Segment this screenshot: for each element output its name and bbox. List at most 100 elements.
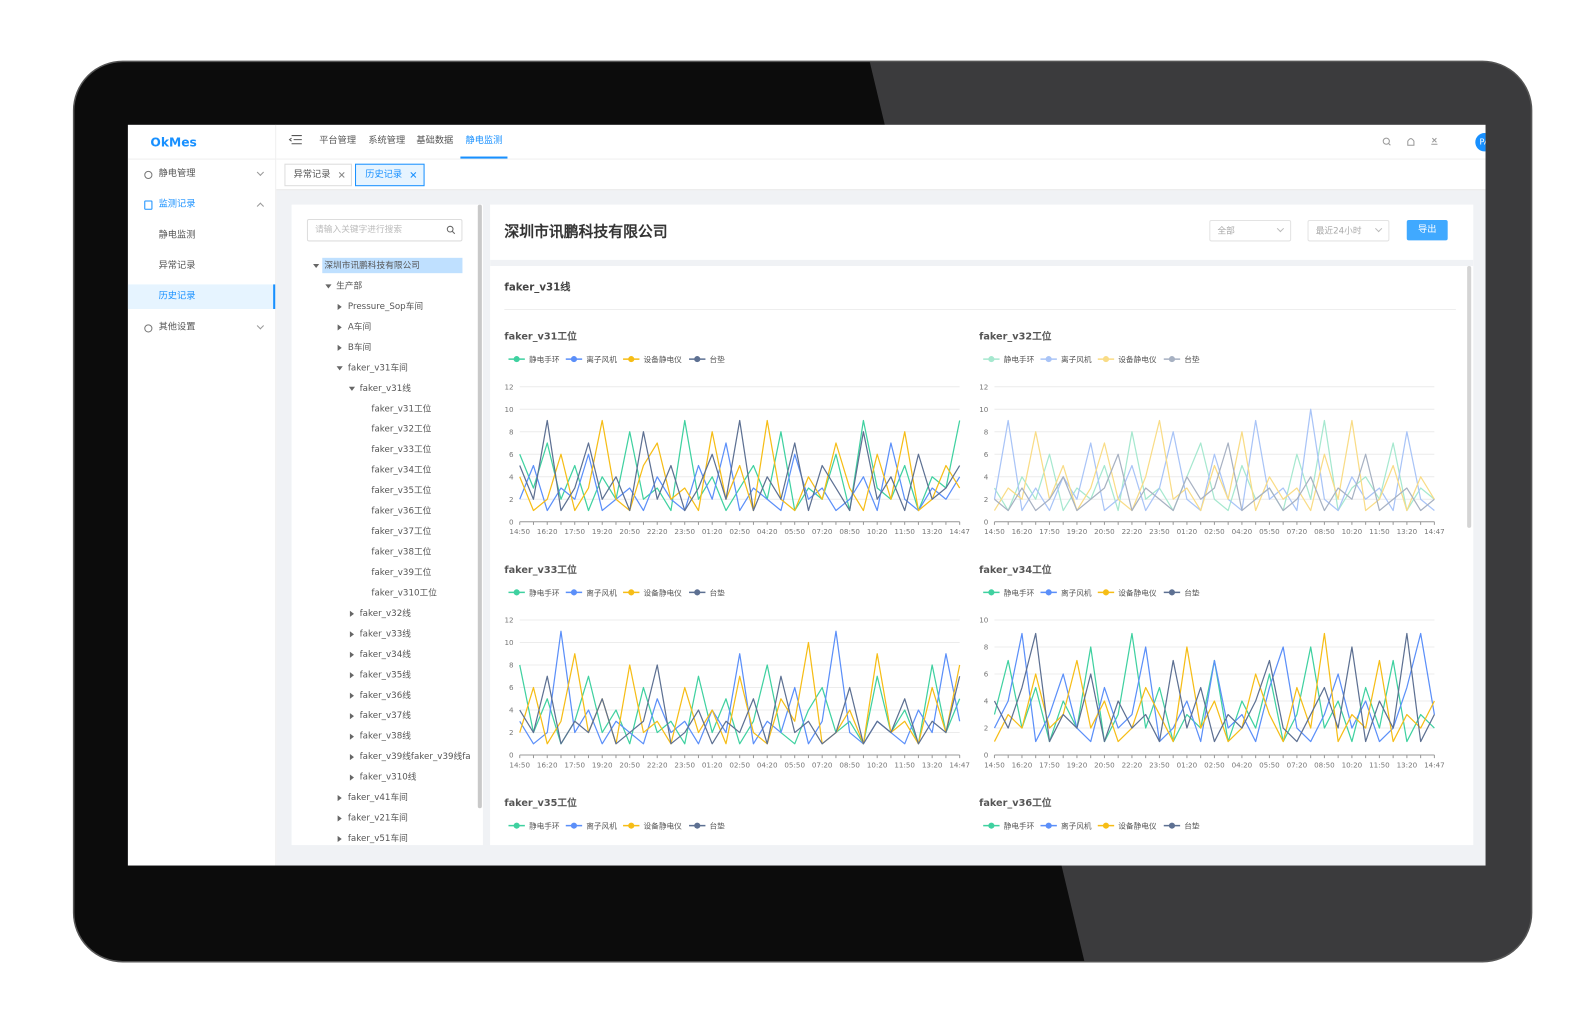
tree-node[interactable]: faker_v39线faker_v39线fak bbox=[359, 751, 471, 763]
y-tick-label: 2 bbox=[509, 495, 514, 504]
scrollbar bbox=[477, 204, 482, 809]
x-tick-label: 04:20 bbox=[757, 527, 778, 536]
tree-node[interactable]: faker_v36工位 bbox=[371, 506, 432, 517]
tree-toggle[interactable] bbox=[348, 386, 355, 391]
menu-item[interactable]: 静电管理 bbox=[158, 168, 196, 180]
nav-item[interactable]: 静电监测 bbox=[465, 136, 503, 147]
tree-toggle[interactable] bbox=[349, 610, 354, 617]
tree-toggle[interactable] bbox=[337, 794, 342, 802]
tree-toggle[interactable] bbox=[349, 774, 354, 781]
icon-line bbox=[288, 137, 292, 142]
placeholder: 请输入关键字进行搜索 bbox=[315, 225, 403, 236]
tree-node[interactable]: faker_v35工位 bbox=[371, 485, 432, 497]
x-tick-label: 10:20 bbox=[1342, 760, 1363, 769]
legend-symbol bbox=[570, 589, 578, 596]
tree-toggle[interactable] bbox=[324, 284, 331, 289]
tab[interactable]: 异常记录 bbox=[284, 163, 352, 187]
tree-node[interactable]: A车间 bbox=[347, 322, 372, 333]
tree-node[interactable]: faker_v33线 bbox=[359, 629, 411, 640]
tree-node[interactable]: faker_v41车间 bbox=[347, 792, 408, 804]
tree-node[interactable]: 生产部 bbox=[336, 281, 363, 292]
tree-toggle[interactable] bbox=[337, 344, 342, 351]
legend-label: 台垫 bbox=[1184, 821, 1200, 831]
y-tick-label: 12 bbox=[504, 382, 513, 391]
nav-item[interactable]: 系统管理 bbox=[368, 136, 406, 147]
legend-symbol bbox=[1102, 822, 1110, 829]
search-icon[interactable] bbox=[1382, 137, 1390, 145]
tree-node[interactable]: faker_v31工位 bbox=[371, 404, 432, 415]
select[interactable]: 最近24小时 bbox=[1307, 219, 1390, 242]
menu-item[interactable]: 其他设置 bbox=[158, 322, 196, 333]
menu-item[interactable]: 监测记录 bbox=[158, 199, 196, 210]
x-tick-label: 04:20 bbox=[1232, 527, 1253, 536]
x-tick-label: 07:20 bbox=[812, 527, 833, 536]
tree-node[interactable]: faker_v37工位 bbox=[371, 526, 432, 538]
tree-toggle[interactable] bbox=[349, 651, 354, 658]
tree-toggle[interactable] bbox=[349, 672, 354, 679]
search-input[interactable]: 请输入关键字进行搜索 bbox=[306, 218, 463, 242]
tree-toggle[interactable] bbox=[349, 692, 354, 699]
tree-node[interactable]: B车间 bbox=[347, 342, 372, 353]
tree-node[interactable]: 深圳市讯鹏科技有限公司 bbox=[324, 260, 420, 272]
x-tick-label: 20:50 bbox=[1094, 760, 1115, 769]
menu-toggle[interactable] bbox=[288, 134, 303, 146]
tree-node[interactable]: faker_v38线 bbox=[359, 731, 411, 742]
tree-toggle[interactable] bbox=[337, 815, 342, 822]
tree-node[interactable]: faker_v310工位 bbox=[371, 588, 437, 599]
tree-toggle[interactable] bbox=[336, 366, 343, 371]
tree-node[interactable]: faker_v31线 bbox=[359, 383, 411, 394]
tree-node[interactable]: faker_v36线 bbox=[359, 690, 411, 701]
tree-node[interactable]: faker_v38工位 bbox=[371, 547, 432, 558]
series-line bbox=[519, 664, 961, 745]
tree-node[interactable]: faker_v310线 bbox=[359, 772, 417, 783]
tree-node[interactable]: faker_v39工位 bbox=[371, 567, 432, 579]
x-tick-label: 05:50 bbox=[784, 527, 805, 536]
submenu-item[interactable]: 异常记录 bbox=[158, 260, 196, 272]
tree-node[interactable]: faker_v32线 bbox=[359, 608, 411, 619]
legend-label: 台垫 bbox=[710, 354, 726, 364]
tab-active[interactable]: 历史记录 bbox=[355, 163, 425, 187]
select[interactable]: 全部 bbox=[1209, 219, 1292, 242]
tree-toggle[interactable] bbox=[349, 713, 354, 720]
panel-title: 深圳市讯鹏科技有限公司 bbox=[504, 224, 668, 241]
submenu-item[interactable]: 静电监测 bbox=[158, 230, 196, 241]
legend-symbol bbox=[1168, 356, 1176, 363]
legend-symbol bbox=[1102, 589, 1110, 596]
tree-toggle[interactable] bbox=[349, 631, 354, 638]
bell-icon[interactable] bbox=[1407, 138, 1415, 146]
tree-toggle[interactable] bbox=[337, 835, 342, 843]
submenu-item[interactable]: 历史记录 bbox=[158, 291, 196, 302]
tree-node[interactable]: Pressure_Sop车间 bbox=[347, 301, 424, 313]
tree-node[interactable]: faker_v21车间 bbox=[347, 813, 408, 824]
tree-node[interactable]: faker_v34工位 bbox=[371, 465, 432, 476]
tree-node[interactable]: faker_v33工位 bbox=[371, 445, 432, 456]
avatar[interactable]: PA bbox=[1475, 133, 1486, 152]
fullscreen-icon[interactable] bbox=[1431, 137, 1438, 145]
tree-node[interactable]: faker_v31车间 bbox=[347, 363, 408, 374]
tree-toggle[interactable] bbox=[349, 733, 354, 740]
x-tick-label: 10:20 bbox=[867, 527, 888, 536]
tree-node[interactable]: faker_v35线 bbox=[359, 670, 411, 681]
tree-toggle[interactable] bbox=[313, 263, 320, 269]
legend-symbol bbox=[988, 589, 995, 596]
tree-toggle[interactable] bbox=[337, 324, 342, 331]
legend-label: 静电手环 bbox=[1004, 587, 1035, 597]
legend-symbol bbox=[570, 822, 578, 829]
tree-toggle[interactable] bbox=[349, 754, 354, 761]
legend-symbol bbox=[694, 822, 701, 829]
legend-label: 静电手环 bbox=[529, 587, 560, 597]
tree-node[interactable]: faker_v34线 bbox=[359, 649, 411, 660]
tree-toggle[interactable] bbox=[337, 303, 342, 310]
tab-close[interactable] bbox=[338, 172, 345, 178]
nav-item[interactable]: 基础数据 bbox=[416, 136, 454, 147]
y-tick-label: 0 bbox=[984, 751, 989, 760]
x-tick-label: 17:50 bbox=[1039, 760, 1060, 769]
series-line bbox=[993, 632, 1435, 743]
tab-close[interactable] bbox=[410, 172, 417, 178]
tree-node[interactable]: faker_v37线 bbox=[359, 711, 411, 722]
tree-node[interactable]: faker_v32工位 bbox=[371, 424, 432, 435]
nav-item[interactable]: 平台管理 bbox=[319, 136, 357, 147]
tree-node[interactable]: faker_v51车间 bbox=[347, 833, 408, 845]
export-button[interactable]: 导出 bbox=[1406, 219, 1448, 241]
